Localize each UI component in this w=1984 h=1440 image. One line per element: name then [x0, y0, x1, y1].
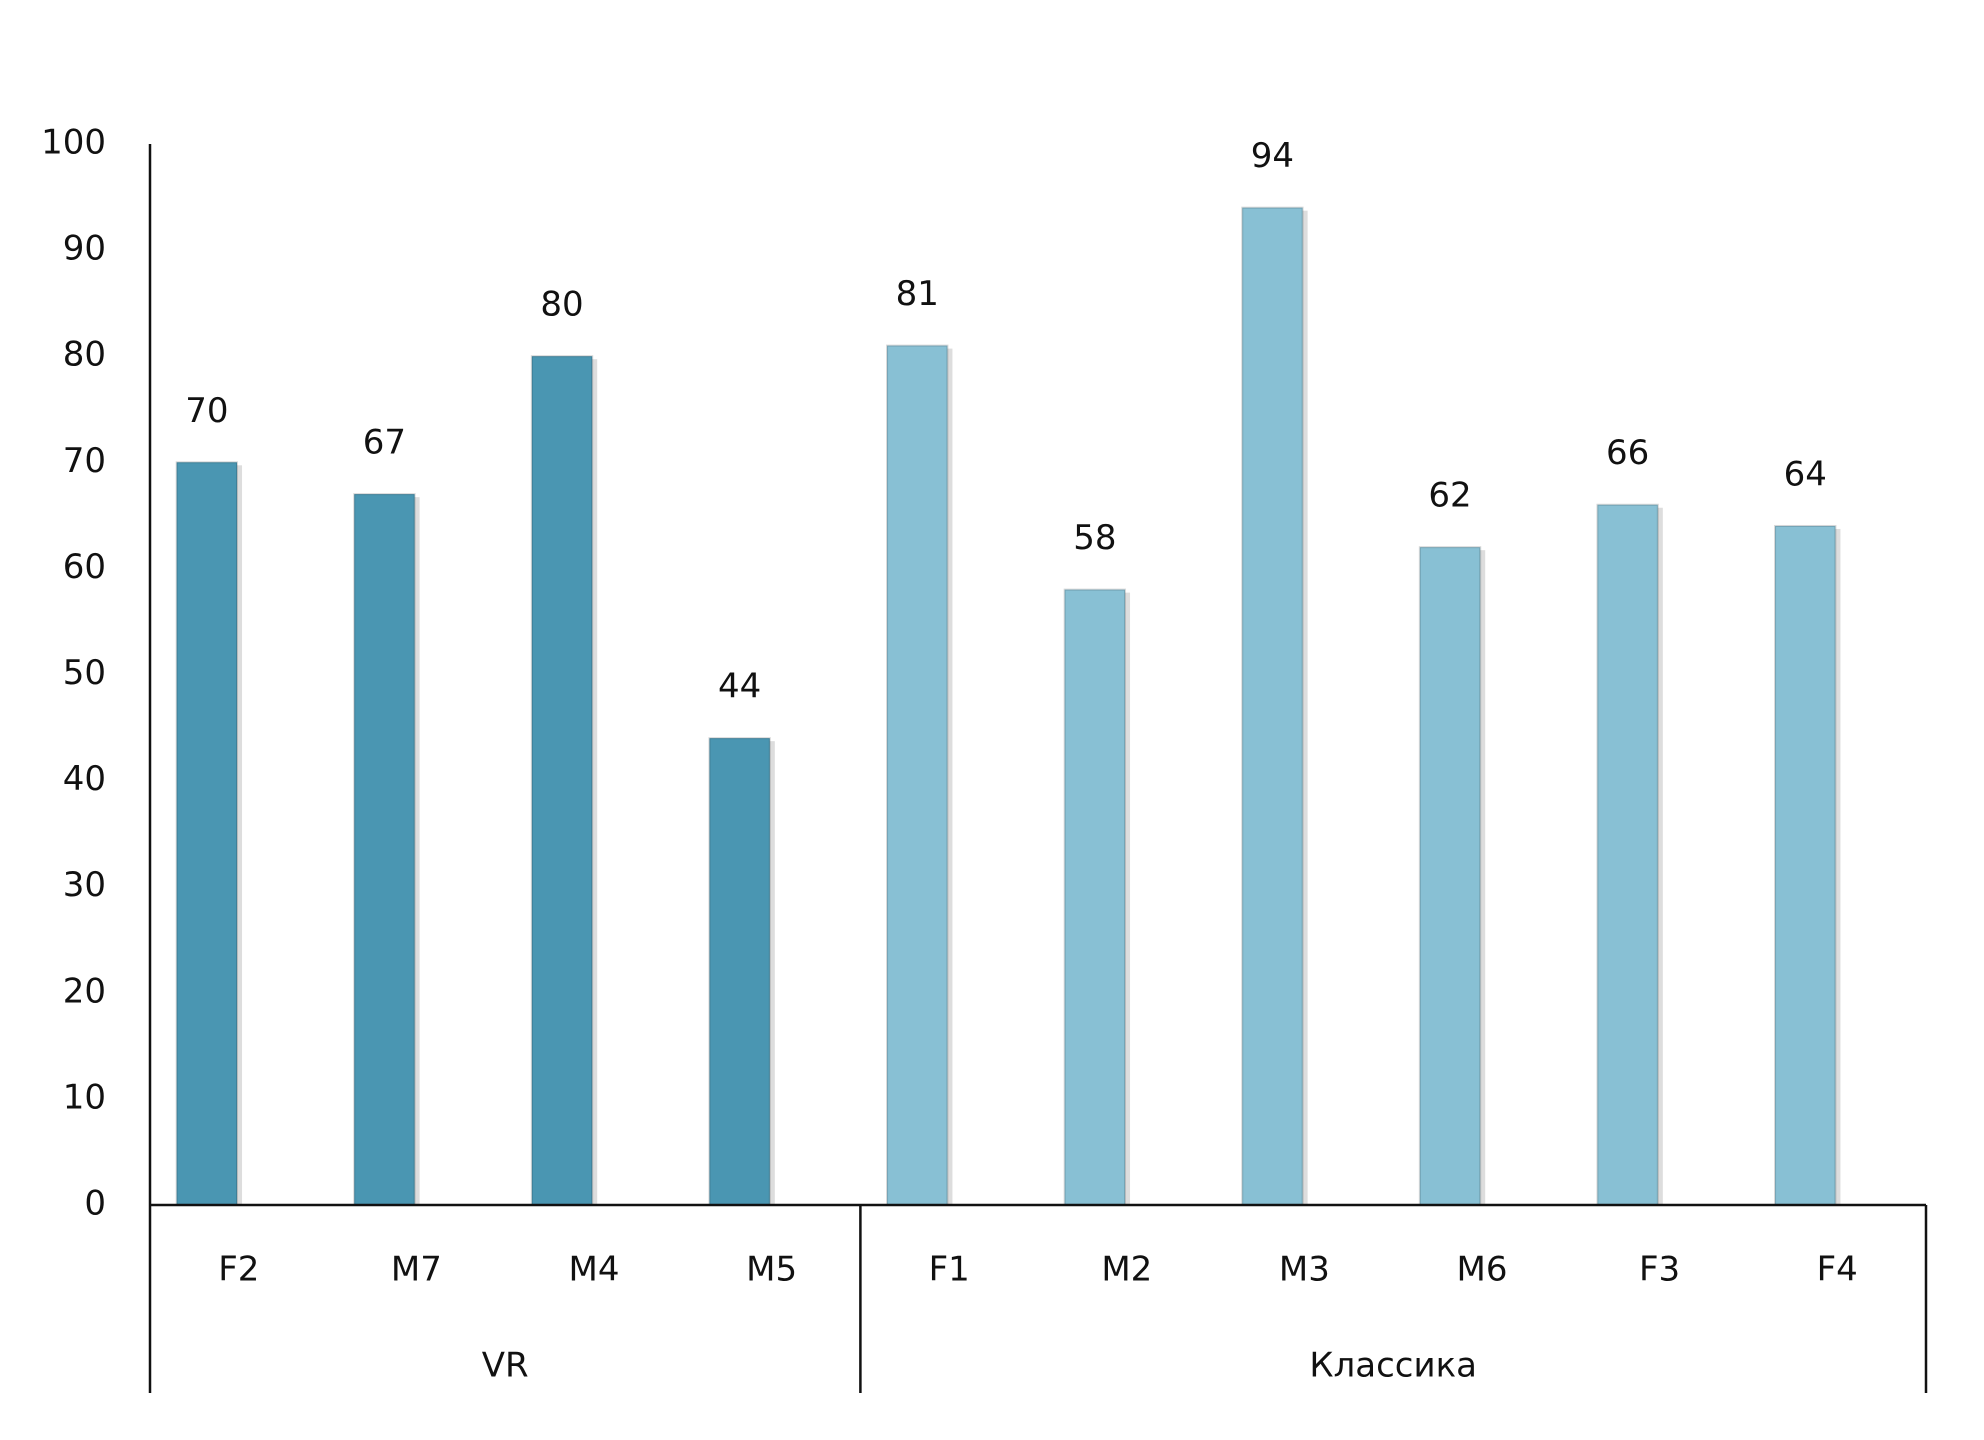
x-tick-label: M2	[1101, 1250, 1152, 1290]
bar	[886, 344, 949, 1206]
x-tick-label: M4	[569, 1250, 620, 1290]
y-tick-label: 60	[63, 547, 106, 587]
y-tick-label: 50	[63, 653, 106, 693]
data-label: 81	[896, 274, 939, 314]
y-tick-label: 30	[63, 865, 106, 905]
data-label: 80	[540, 285, 583, 325]
bar	[1596, 503, 1659, 1206]
data-label: 64	[1784, 454, 1827, 494]
x-tick-label: M7	[391, 1250, 442, 1290]
group-label: VR	[482, 1346, 529, 1386]
data-label: 94	[1251, 136, 1294, 176]
data-label: 70	[185, 391, 228, 431]
y-tick-label: 70	[63, 441, 106, 481]
y-tick-label: 100	[41, 123, 106, 163]
y-tick-label: 90	[63, 229, 106, 269]
y-tick-label: 10	[63, 1077, 106, 1117]
bar	[353, 493, 416, 1206]
x-tick-label: M5	[746, 1250, 797, 1290]
y-tick-label: 20	[63, 971, 106, 1011]
bar	[1774, 524, 1837, 1206]
y-tick-label: 0	[84, 1184, 106, 1224]
bar	[708, 737, 771, 1206]
x-tick-label: F1	[929, 1250, 970, 1290]
y-tick-label: 80	[63, 335, 106, 375]
x-tick-label: F2	[218, 1250, 259, 1290]
x-tick-label: F4	[1817, 1250, 1858, 1290]
data-label: 44	[718, 667, 761, 707]
bar	[175, 461, 239, 1206]
bar	[1418, 546, 1482, 1206]
data-label: 58	[1073, 518, 1116, 558]
bar	[1241, 206, 1304, 1207]
x-tick-label: M6	[1457, 1250, 1508, 1290]
group-label: Классика	[1309, 1346, 1477, 1386]
x-tick-label: M3	[1279, 1250, 1330, 1290]
data-label: 66	[1606, 433, 1649, 473]
data-label: 67	[363, 423, 406, 463]
bar	[530, 355, 594, 1206]
data-label: 62	[1428, 476, 1471, 516]
bar	[1063, 588, 1127, 1206]
x-tick-label: F3	[1639, 1250, 1680, 1290]
y-tick-label: 40	[63, 759, 106, 799]
